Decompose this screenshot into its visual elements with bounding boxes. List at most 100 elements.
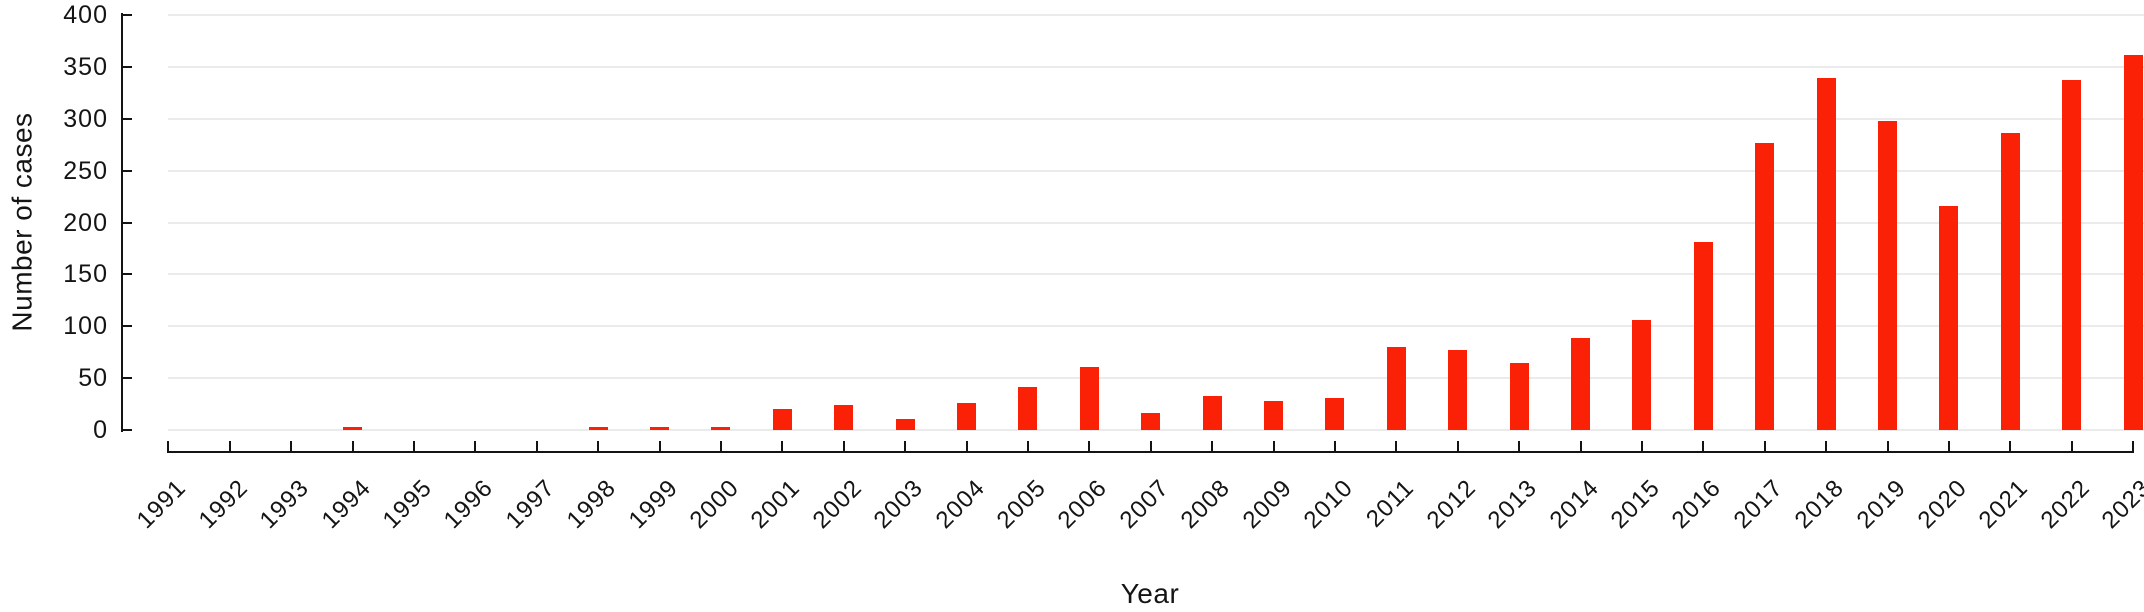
gridline <box>168 377 2144 380</box>
x-axis-tick <box>535 441 538 451</box>
x-axis-tick <box>1579 441 1582 451</box>
bar-1998 <box>588 427 608 430</box>
x-axis-tick <box>1947 441 1950 451</box>
y-axis-tick <box>123 221 132 224</box>
bar-2011 <box>1386 347 1406 430</box>
x-axis-tick <box>1149 441 1152 451</box>
bar-2010 <box>1325 397 1345 430</box>
bar-2001 <box>772 409 792 430</box>
y-axis-tick <box>123 273 132 276</box>
x-axis-tick <box>1825 441 1828 451</box>
x-axis-tick <box>1333 441 1336 451</box>
x-axis-tick <box>2132 441 2135 451</box>
x-axis-tick <box>1272 441 1275 451</box>
y-tick-label: 50 <box>78 364 108 393</box>
x-tick-label: 2010 <box>1298 474 1359 534</box>
x-axis-tick <box>1211 441 1214 451</box>
gridline <box>168 14 2144 16</box>
x-axis-tick <box>228 441 231 451</box>
x-axis-tick <box>658 441 661 451</box>
x-tick-label: 1994 <box>316 474 376 534</box>
x-axis-tick <box>2070 441 2073 451</box>
x-tick-label: 2022 <box>2035 474 2096 534</box>
x-axis-tick <box>167 441 170 451</box>
y-axis-tick <box>123 325 132 328</box>
bar-2009 <box>1264 400 1283 430</box>
x-axis-tick <box>1026 441 1029 451</box>
bar-2018 <box>1816 78 1836 430</box>
x-axis-tick <box>290 441 293 451</box>
gridline <box>168 169 2144 172</box>
x-axis-tick <box>474 441 477 451</box>
x-tick-label: 2017 <box>1728 474 1789 534</box>
bar-2008 <box>1202 395 1222 430</box>
bar-2015 <box>1632 320 1652 430</box>
y-tick-label: 300 <box>63 104 108 133</box>
x-tick-label: 1991 <box>132 474 192 534</box>
x-tick-label: 2008 <box>1175 474 1236 534</box>
x-tick-label: 2009 <box>1237 474 1297 534</box>
bar-2022 <box>2062 80 2082 430</box>
bar-2000 <box>711 427 731 430</box>
x-tick-label: 1995 <box>377 474 438 534</box>
x-tick-label: 2007 <box>1114 474 1175 534</box>
x-axis-tick <box>1640 441 1643 451</box>
gridline <box>168 65 2144 68</box>
x-axis-tick <box>781 441 784 451</box>
bar-2004 <box>957 403 976 430</box>
x-tick-label: 2002 <box>807 474 868 534</box>
y-axis-tick <box>123 377 132 380</box>
bar-2023 <box>2123 55 2143 430</box>
x-axis-tick <box>1702 441 1705 451</box>
gridline <box>168 117 2144 120</box>
bar-2020 <box>1939 205 1959 430</box>
x-tick-label: 2001 <box>746 474 806 534</box>
x-axis-tick <box>2009 441 2012 451</box>
gridline <box>168 221 2144 224</box>
y-tick-label: 350 <box>63 52 108 81</box>
x-tick-label: 2012 <box>1421 474 1482 534</box>
x-tick-label: 2006 <box>1053 474 1113 534</box>
y-axis-tick <box>123 169 132 172</box>
x-tick-label: 2016 <box>1667 474 1727 534</box>
y-tick-label: 0 <box>93 416 108 444</box>
x-tick-label: 2004 <box>930 474 990 534</box>
x-tick-label: 2003 <box>868 474 929 534</box>
x-axis-tick <box>1886 441 1889 451</box>
x-tick-label: 2013 <box>1482 474 1543 534</box>
x-tick-label: 1993 <box>254 474 315 534</box>
x-axis-tick <box>842 441 845 451</box>
y-axis-tick <box>123 65 132 68</box>
bar-2012 <box>1448 350 1468 430</box>
bar-2014 <box>1571 337 1590 430</box>
bar-2017 <box>1755 142 1775 430</box>
x-axis-tick <box>597 441 600 451</box>
x-axis-tick <box>1088 441 1091 451</box>
x-tick-label: 2005 <box>991 474 1052 534</box>
x-tick-label: 2000 <box>684 474 745 534</box>
x-axis-tick <box>1518 441 1521 451</box>
bar-2002 <box>834 405 854 430</box>
bar-2016 <box>1693 242 1713 430</box>
bar-2007 <box>1141 413 1161 430</box>
x-axis-tick <box>1395 441 1398 451</box>
x-axis-tick <box>719 441 722 451</box>
y-axis-line <box>121 13 123 432</box>
x-axis-tick <box>965 441 968 451</box>
bar-2021 <box>2000 133 2020 430</box>
x-axis-tick <box>412 441 415 451</box>
x-tick-label: 2014 <box>1544 474 1604 534</box>
x-tick-label: 2015 <box>1605 474 1666 534</box>
x-axis-tick <box>351 441 354 451</box>
bar-1999 <box>650 427 669 430</box>
x-tick-label: 2011 <box>1361 474 1420 533</box>
bar-2006 <box>1079 366 1099 430</box>
x-tick-label: 2021 <box>1974 474 2034 534</box>
y-axis-tick <box>123 117 132 120</box>
y-tick-label: 100 <box>63 312 108 341</box>
y-axis-tick <box>123 14 132 16</box>
x-tick-label: 2018 <box>1789 474 1850 534</box>
x-axis-tick <box>904 441 907 451</box>
gridline <box>168 429 2144 431</box>
